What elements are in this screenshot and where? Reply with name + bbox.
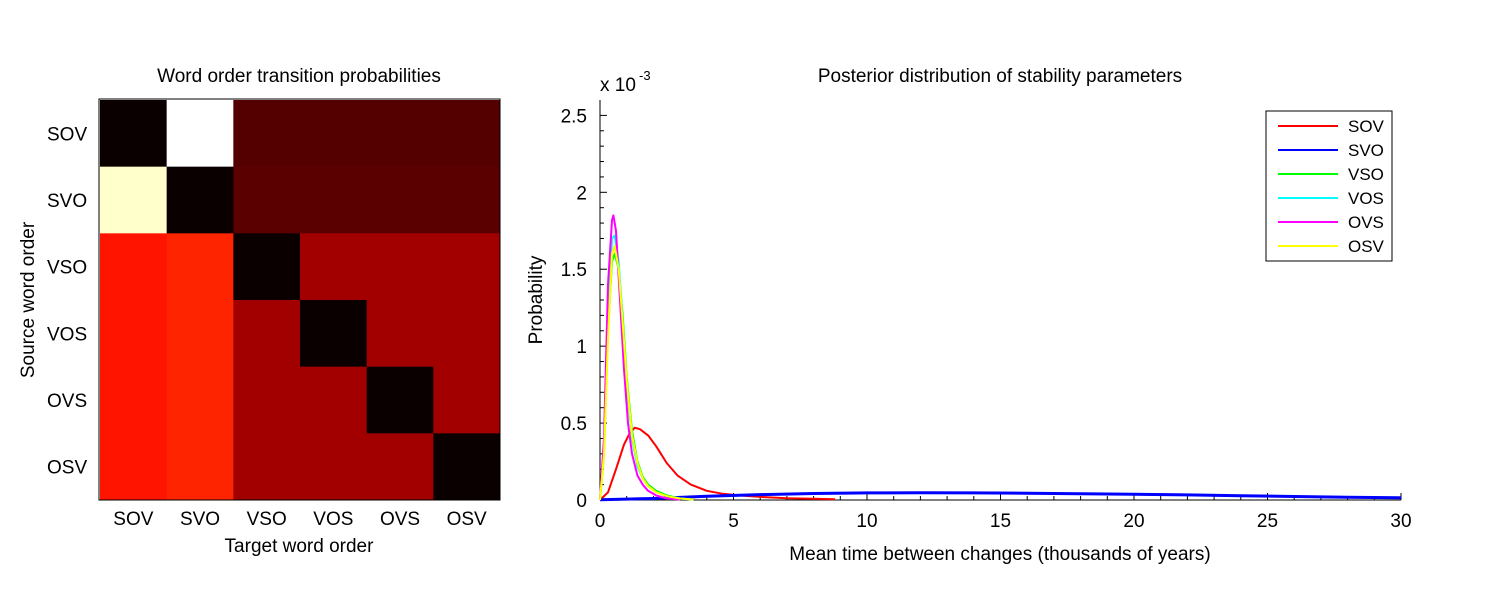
heatmap-x-tick: OVS bbox=[380, 509, 420, 530]
series-line-sov bbox=[599, 426, 836, 501]
legend-label: OSV bbox=[1348, 237, 1385, 256]
heatmap-cell bbox=[166, 366, 234, 434]
line-y-tick: 1.5 bbox=[561, 260, 587, 281]
line-chart-x-axis-label: Mean time between changes (thousands of … bbox=[789, 544, 1210, 565]
heatmap-x-tick: OSV bbox=[447, 509, 487, 530]
heatmap-title: Word order transition probabilities bbox=[157, 66, 441, 87]
legend-label: SOV bbox=[1348, 117, 1385, 136]
y-axis-scale-note: x 10 bbox=[600, 75, 636, 96]
line-chart-x-tick-labels: 0 5 10 15 20 25 30 bbox=[595, 511, 1412, 532]
legend-label: VSO bbox=[1348, 165, 1384, 184]
heatmap-y-tick: OVS bbox=[47, 391, 87, 412]
line-x-tick: 10 bbox=[856, 511, 877, 532]
line-y-tick: 2.5 bbox=[561, 106, 587, 127]
heatmap-y-tick: OSV bbox=[47, 458, 87, 479]
line-chart-title: Posterior distribution of stability para… bbox=[818, 66, 1182, 87]
heatmap-cell bbox=[100, 233, 168, 301]
heatmap-cell bbox=[366, 166, 434, 234]
heatmap-cell bbox=[366, 100, 434, 168]
line-x-tick: 25 bbox=[1257, 511, 1278, 532]
series-line-ovs bbox=[599, 214, 681, 501]
heatmap-y-tick-labels: SOV SVO VSO VOS OVS OSV bbox=[47, 124, 87, 478]
heatmap-x-tick: VOS bbox=[313, 509, 353, 530]
heatmap-cell bbox=[300, 233, 368, 301]
heatmap-cell bbox=[233, 366, 301, 434]
heatmap-y-tick: SOV bbox=[47, 124, 87, 145]
heatmap-cell bbox=[300, 166, 368, 234]
heatmap-y-axis-label: Source word order bbox=[18, 221, 39, 378]
line-chart-axes bbox=[599, 100, 1402, 501]
heatmap-cell bbox=[166, 100, 234, 168]
heatmap-cell bbox=[100, 433, 168, 501]
heatmap-cell bbox=[100, 366, 168, 434]
heatmap-x-tick: VSO bbox=[247, 509, 287, 530]
heatmap-cell bbox=[366, 433, 434, 501]
line-x-tick: 5 bbox=[728, 511, 739, 532]
heatmap-cell bbox=[166, 433, 234, 501]
heatmap-x-tick: SVO bbox=[180, 509, 220, 530]
heatmap-x-tick-labels: SOV SVO VSO VOS OVS OSV bbox=[113, 509, 487, 530]
heatmap-cell bbox=[233, 300, 301, 368]
heatmap-cell bbox=[433, 366, 501, 434]
series-line-osv bbox=[599, 245, 694, 501]
heatmap-cell bbox=[233, 433, 301, 501]
line-y-tick: 0 bbox=[576, 491, 587, 512]
series-line-svo bbox=[599, 491, 1402, 502]
heatmap-cell bbox=[100, 300, 168, 368]
heatmap-cell bbox=[366, 233, 434, 301]
line-y-tick: 2 bbox=[576, 183, 587, 204]
line-x-tick: 20 bbox=[1123, 511, 1144, 532]
heatmap-frame bbox=[98, 98, 501, 501]
heatmap-cell bbox=[166, 166, 234, 234]
legend-label: OVS bbox=[1348, 213, 1384, 232]
series-line-vos bbox=[599, 234, 694, 501]
heatmap-cell bbox=[166, 300, 234, 368]
heatmap-y-tick: SVO bbox=[47, 191, 87, 212]
heatmap-x-axis-label: Target word order bbox=[225, 536, 375, 557]
heatmap-cell bbox=[100, 100, 168, 168]
line-x-tick: 0 bbox=[595, 511, 606, 532]
line-chart-y-axis-label: Probability bbox=[526, 255, 547, 344]
heatmap-cell bbox=[300, 433, 368, 501]
line-x-tick: 15 bbox=[990, 511, 1011, 532]
line-y-tick: 0.5 bbox=[561, 414, 587, 435]
heatmap-y-tick: VOS bbox=[47, 324, 87, 345]
line-y-tick: 1 bbox=[576, 337, 587, 358]
heatmap-cell bbox=[433, 300, 501, 368]
heatmap-cells bbox=[100, 100, 501, 501]
line-chart-legend: SOV SVO VSO VOS OVS OSV bbox=[1265, 110, 1393, 262]
legend-label: SVO bbox=[1348, 141, 1384, 160]
line-chart-series bbox=[599, 214, 1402, 502]
heatmap-cell bbox=[233, 166, 301, 234]
heatmap-cell bbox=[300, 100, 368, 168]
heatmap-cell bbox=[366, 366, 434, 434]
series-line-vso bbox=[599, 252, 694, 501]
heatmap-y-tick: VSO bbox=[47, 258, 87, 279]
heatmap-cell bbox=[433, 433, 501, 501]
heatmap-cell bbox=[233, 233, 301, 301]
heatmap-cell bbox=[100, 166, 168, 234]
legend-box bbox=[1265, 110, 1393, 262]
heatmap-cell bbox=[300, 366, 368, 434]
heatmap-cell bbox=[166, 233, 234, 301]
y-axis-scale-exponent: -3 bbox=[639, 68, 651, 83]
heatmap-cell bbox=[433, 233, 501, 301]
heatmap-cell bbox=[300, 300, 368, 368]
line-chart-panel: Posterior distribution of stability para… bbox=[526, 66, 1412, 565]
heatmap-cell bbox=[233, 100, 301, 168]
line-x-tick: 30 bbox=[1390, 511, 1411, 532]
heatmap-cell bbox=[433, 100, 501, 168]
heatmap-panel: Word order transition probabilities SOV S… bbox=[18, 66, 501, 557]
heatmap-cell bbox=[433, 166, 501, 234]
legend-label: VOS bbox=[1348, 189, 1384, 208]
line-chart-y-tick-labels: 0 0.5 1 1.5 2 2.5 bbox=[561, 106, 587, 512]
heatmap-x-tick: SOV bbox=[113, 509, 153, 530]
heatmap-cell bbox=[366, 300, 434, 368]
